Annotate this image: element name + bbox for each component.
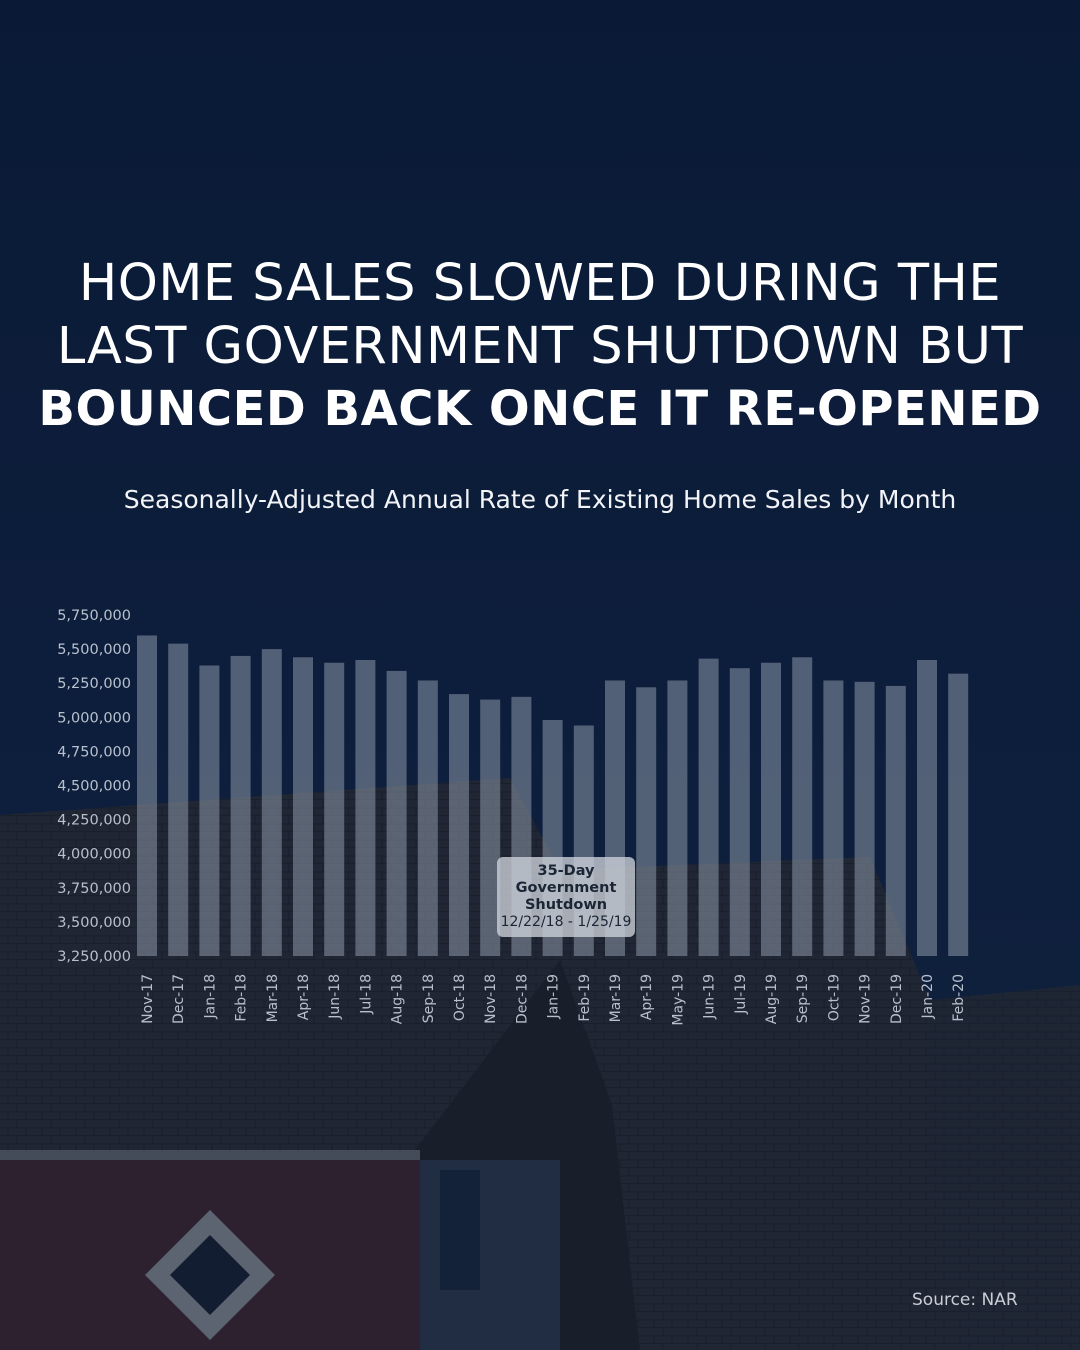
x-tick-label: Jan-18 [202, 974, 218, 1019]
bar-jan-20 [917, 660, 937, 956]
annotation-line-2: Government [515, 880, 617, 896]
y-tick-label: 5,500,000 [57, 642, 131, 658]
bar-feb-18 [230, 655, 251, 956]
y-tick-label: 5,250,000 [57, 676, 131, 692]
x-tick-label: Oct-18 [452, 974, 468, 1021]
bar-jun-19 [698, 658, 719, 956]
x-tick-label: Jul-18 [358, 974, 374, 1015]
x-tick-label: Dec-17 [171, 974, 187, 1024]
bar-oct-19 [823, 680, 844, 956]
x-tick-label: Jun-19 [702, 974, 718, 1020]
x-tick-label: Mar-18 [265, 974, 281, 1022]
x-tick-label: Feb-20 [951, 974, 967, 1022]
bar-feb-20 [948, 673, 969, 956]
headline-line-2: LAST GOVERNMENT SHUTDOWN BUT [56, 317, 1024, 376]
x-tick-label: Sep-18 [421, 974, 437, 1023]
annotation-line-1: 35-Day [537, 863, 595, 879]
x-tick-label: Jan-20 [920, 974, 936, 1019]
headline: HOME SALES SLOWED DURING THE LAST GOVERN… [0, 252, 1080, 441]
bar-apr-19 [636, 687, 657, 956]
bar-may-19 [667, 680, 688, 956]
shutdown-annotation: 35-Day Government Shutdown 12/22/18 - 1/… [497, 857, 635, 937]
y-tick-label: 3,750,000 [57, 881, 131, 897]
x-tick-label: Nov-17 [140, 974, 156, 1024]
x-tick-label: Apr-19 [639, 974, 655, 1020]
y-tick-label: 3,250,000 [57, 949, 131, 965]
y-tick-label: 4,500,000 [57, 779, 131, 795]
x-tick-label: Oct-19 [826, 974, 842, 1021]
bar-sep-19 [792, 657, 813, 956]
x-tick-label: May-19 [670, 974, 686, 1026]
bar-dec-17 [168, 643, 189, 956]
bar-jan-18 [199, 665, 220, 956]
bar-sep-18 [417, 680, 438, 956]
x-tick-label: Jul-19 [733, 974, 749, 1015]
x-tick-label: Jan-19 [546, 974, 562, 1019]
x-tick-label: Feb-18 [234, 974, 250, 1022]
bar-dec-19 [885, 685, 906, 956]
x-tick-label: Dec-19 [889, 974, 905, 1024]
x-tick-label: Apr-18 [296, 974, 312, 1020]
chart-subtitle: Seasonally-Adjusted Annual Rate of Exist… [123, 485, 957, 514]
annotation-line-3: Shutdown [524, 897, 608, 913]
bar-mar-18 [261, 649, 282, 956]
bar-nov-19 [854, 681, 875, 956]
x-tick-label: Feb-19 [577, 974, 593, 1022]
x-tick-label: Nov-19 [858, 974, 874, 1024]
bar-aug-19 [761, 662, 781, 956]
y-tick-label: 4,000,000 [57, 847, 131, 863]
bar-jul-18 [355, 660, 376, 956]
x-tick-label: Jun-18 [327, 974, 343, 1020]
bar-oct-18 [449, 694, 469, 956]
headline-line-1: HOME SALES SLOWED DURING THE [78, 254, 1002, 313]
x-tick-label: Sep-19 [795, 974, 811, 1023]
x-tick-label: Dec-18 [514, 974, 530, 1024]
x-tick-label: Mar-19 [608, 974, 624, 1022]
x-axis: Nov-17 Dec-17 Jan-18 Feb-18 Mar-18 Apr-18 Jun-… [140, 974, 967, 1026]
y-axis: 3,250,000 3,500,000 3,750,000 4,000,000 4,25… [57, 608, 131, 965]
bar-nov-17 [137, 635, 157, 956]
y-tick-label: 4,750,000 [57, 744, 131, 760]
bar-jul-19 [729, 668, 750, 956]
bar-nov-18 [480, 699, 501, 956]
annotation-dates: 12/22/18 - 1/25/19 [500, 914, 632, 930]
y-tick-label: 5,750,000 [57, 608, 131, 624]
x-tick-label: Aug-18 [390, 974, 406, 1024]
home-sales-bar-chart: 3,250,000 3,500,000 3,750,000 4,000,000 4,25… [57, 608, 969, 1026]
x-tick-label: Aug-19 [764, 974, 780, 1024]
source-credit: Source: NAR [912, 1290, 1018, 1310]
bar-jun-18 [324, 662, 345, 956]
y-tick-label: 4,250,000 [57, 813, 131, 829]
headline-line-3: BOUNCED BACK ONCE IT RE-OPENED [38, 381, 1042, 437]
y-tick-label: 5,000,000 [57, 710, 131, 726]
bars [137, 635, 969, 956]
bar-aug-18 [386, 670, 407, 956]
bar-apr-18 [293, 657, 313, 956]
y-tick-label: 3,500,000 [57, 915, 131, 931]
x-tick-label: Nov-18 [483, 974, 499, 1024]
